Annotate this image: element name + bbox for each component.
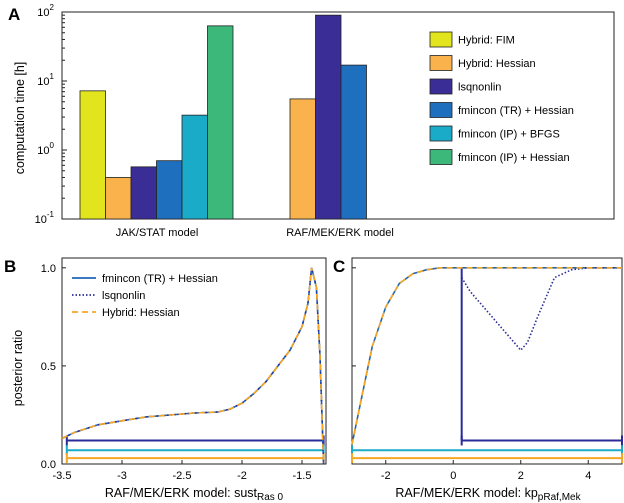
legend-label: fmincon (TR) + Hessian — [102, 273, 218, 285]
bar — [207, 25, 234, 220]
x-category-label: RAF/MEK/ERK model — [286, 227, 394, 239]
bar — [289, 98, 316, 220]
y-tick-exponent: 2 — [50, 3, 55, 12]
panel-b-xlabel-sub: Ras 0 — [257, 492, 284, 503]
legend-label: fmincon (TR) + Hessian — [458, 105, 574, 117]
hybrid-line — [61, 267, 325, 465]
panel-c-axes-box — [351, 257, 623, 465]
y-tick-exponent: -1 — [47, 210, 55, 219]
y-tick-label: 102 — [37, 3, 54, 19]
y-tick-exponent: 1 — [50, 72, 55, 81]
bar — [130, 166, 157, 220]
x-tick-label: 2 — [518, 470, 524, 482]
legend-swatch — [429, 78, 453, 95]
y-tick-base: 10 — [35, 214, 47, 226]
legend-label: fmincon (IP) + Hessian — [458, 152, 570, 164]
panel-c-xlabel-sub: pRaf,Mek — [538, 492, 582, 503]
y-tick-label: 1.0 — [41, 263, 56, 275]
legend-label: Hybrid: FIM — [458, 35, 515, 47]
y-tick-label: 101 — [37, 72, 54, 88]
legend-swatch — [429, 102, 453, 118]
legend-label: lsqnonlin — [102, 290, 145, 302]
y-tick-base: 10 — [37, 7, 49, 19]
x-tick-label: -2 — [237, 470, 247, 482]
panel-c-xlabel: RAF/MEK/ERK model: kppRaf,Mek — [395, 486, 581, 503]
y-tick-label: 0.5 — [41, 361, 56, 373]
panel-a-letter: A — [8, 5, 20, 24]
legend-label: fmincon (IP) + BFGS — [458, 129, 560, 141]
legend-swatch — [429, 125, 453, 142]
y-tick-base: 10 — [37, 76, 49, 88]
bar — [156, 160, 183, 220]
bar — [340, 64, 367, 220]
hybrid-line — [351, 267, 622, 445]
fmincon-line — [351, 267, 622, 445]
legend-label: Hybrid: Hessian — [458, 58, 536, 70]
panel-b-xlabel-main: RAF/MEK/ERK model: sust — [105, 486, 258, 500]
panel-b-letter: B — [4, 257, 16, 276]
x-tick-label: 4 — [585, 470, 591, 482]
x-tick-label: -2.5 — [173, 470, 192, 482]
panel-c: C -2 0 2 4 RAF/MEK/ERK model: kppRaf,Mek — [333, 257, 623, 503]
legend-swatch — [429, 149, 453, 165]
legend-swatch — [429, 31, 453, 48]
panel-a-ylabel: computation time [h] — [13, 62, 27, 175]
legend-swatch — [429, 55, 453, 71]
panel-b-xlabel: RAF/MEK/ERK model: sustRas 0 — [105, 486, 284, 503]
panel-c-letter: C — [333, 257, 345, 276]
panel-c-xlabel-main: RAF/MEK/ERK model: kp — [395, 486, 537, 500]
legend-label: Hybrid: Hessian — [102, 307, 180, 319]
legend-label: lsqnonlin — [458, 82, 501, 94]
bar — [315, 14, 342, 220]
bar — [105, 177, 132, 220]
x-category-label: JAK/STAT model — [116, 227, 199, 239]
lsqnonlin-line — [461, 267, 622, 352]
x-tick-label: -2 — [381, 470, 391, 482]
y-tick-label: 100 — [37, 141, 54, 157]
panel-b-legend: fmincon (TR) + Hessian lsqnonlin Hybrid: H… — [72, 273, 218, 319]
panel-a-legend: Hybrid: FIM Hybrid: Hessian lsqnonlin fminc… — [429, 31, 574, 165]
x-tick-label: 0 — [450, 470, 456, 482]
bar — [79, 90, 106, 220]
y-tick-label: 0.0 — [41, 459, 56, 471]
y-tick-label: 10-1 — [35, 210, 55, 226]
x-tick-label: -3.5 — [53, 470, 72, 482]
panel-b-ylabel: posterior ratio — [11, 330, 25, 406]
x-tick-label: -3 — [117, 470, 127, 482]
y-tick-exponent: 0 — [50, 141, 55, 150]
x-tick-label: -1.5 — [293, 470, 312, 482]
y-tick-base: 10 — [37, 145, 49, 157]
panel-b-axes-box — [61, 257, 327, 465]
panel-b: B posterior ratio -3.5 -3 -2.5 -2 -1.5 0.0 0.5… — [4, 257, 327, 503]
bar — [181, 114, 208, 220]
